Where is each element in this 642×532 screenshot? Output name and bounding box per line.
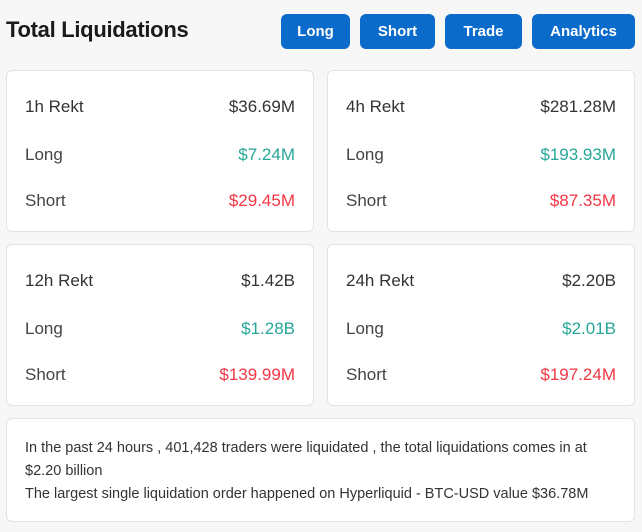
period-label: 12h Rekt xyxy=(25,271,94,290)
rekt-card-4h: 4h Rekt $281.28M Long $193.93M Short $87… xyxy=(327,70,635,232)
short-value: $29.45M xyxy=(228,191,295,210)
total-row: 24h Rekt $2.20B xyxy=(346,271,616,291)
long-row: Long $193.93M xyxy=(346,145,616,165)
period-label: 1h Rekt xyxy=(25,97,84,116)
short-value: $197.24M xyxy=(540,365,616,384)
rekt-card-1h: 1h Rekt $36.69M Long $7.24M Short $29.45… xyxy=(6,70,314,232)
short-button[interactable]: Short xyxy=(360,14,435,49)
long-label: Long xyxy=(346,319,384,338)
total-value: $36.69M xyxy=(228,97,295,116)
total-row: 4h Rekt $281.28M xyxy=(346,97,616,117)
rekt-card-12h: 12h Rekt $1.42B Long $1.28B Short $139.9… xyxy=(6,244,314,406)
long-value: $7.24M xyxy=(238,145,295,164)
long-button[interactable]: Long xyxy=(281,14,350,49)
short-label: Short xyxy=(346,365,387,384)
long-value: $193.93M xyxy=(540,145,616,164)
summary-box: In the past 24 hours , 401,428 traders w… xyxy=(6,418,635,522)
short-row: Short $197.24M xyxy=(346,365,616,385)
total-row: 12h Rekt $1.42B xyxy=(25,271,295,291)
period-label: 4h Rekt xyxy=(346,97,405,116)
summary-text: In the past 24 hours , 401,428 traders w… xyxy=(25,440,587,479)
long-value: $2.01B xyxy=(562,319,616,338)
long-label: Long xyxy=(346,145,384,164)
long-label: Long xyxy=(25,145,63,164)
trade-button[interactable]: Trade xyxy=(445,14,522,49)
period-label: 24h Rekt xyxy=(346,271,415,290)
short-row: Short $139.99M xyxy=(25,365,295,385)
short-value: $139.99M xyxy=(219,365,295,384)
long-row: Long $7.24M xyxy=(25,145,295,165)
page-title: Total Liquidations xyxy=(6,17,189,42)
total-value: $1.42B xyxy=(241,271,295,290)
long-value: $1.28B xyxy=(241,319,295,338)
long-row: Long $2.01B xyxy=(346,319,616,339)
total-value: $2.20B xyxy=(562,271,616,290)
short-label: Short xyxy=(346,191,387,210)
largest-order-text: The largest single liquidation order hap… xyxy=(25,486,589,502)
short-row: Short $29.45M xyxy=(25,191,295,211)
long-row: Long $1.28B xyxy=(25,319,295,339)
short-label: Short xyxy=(25,365,66,384)
rekt-card-24h: 24h Rekt $2.20B Long $2.01B Short $197.2… xyxy=(327,244,635,406)
short-value: $87.35M xyxy=(549,191,616,210)
short-row: Short $87.35M xyxy=(346,191,616,211)
short-label: Short xyxy=(25,191,66,210)
long-label: Long xyxy=(25,319,63,338)
total-row: 1h Rekt $36.69M xyxy=(25,97,295,117)
analytics-button[interactable]: Analytics xyxy=(532,14,635,49)
total-value: $281.28M xyxy=(540,97,616,116)
